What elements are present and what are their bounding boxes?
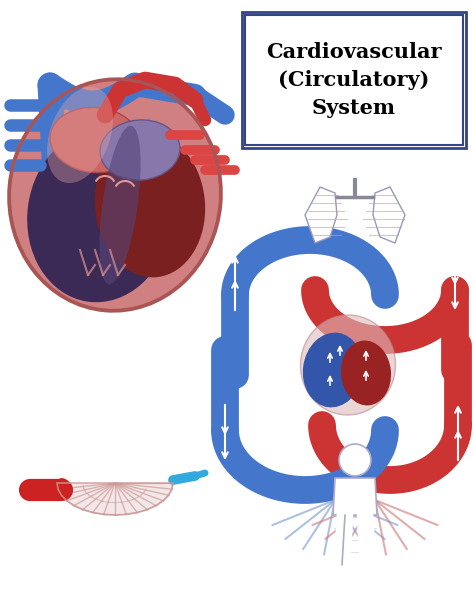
Ellipse shape — [301, 315, 395, 415]
Ellipse shape — [341, 341, 391, 405]
Ellipse shape — [303, 333, 363, 407]
Ellipse shape — [100, 126, 141, 284]
Ellipse shape — [27, 128, 173, 302]
Circle shape — [339, 444, 371, 476]
Ellipse shape — [100, 120, 180, 180]
Text: Cardiovascular
(Circulatory)
System: Cardiovascular (Circulatory) System — [266, 42, 442, 118]
Bar — [242, 12, 466, 148]
Polygon shape — [333, 478, 377, 515]
Bar — [245, 15, 463, 145]
Ellipse shape — [95, 133, 205, 278]
Ellipse shape — [47, 87, 113, 183]
Ellipse shape — [10, 80, 220, 310]
Polygon shape — [373, 187, 405, 243]
Polygon shape — [57, 483, 173, 515]
Polygon shape — [305, 187, 337, 243]
Ellipse shape — [50, 107, 140, 173]
